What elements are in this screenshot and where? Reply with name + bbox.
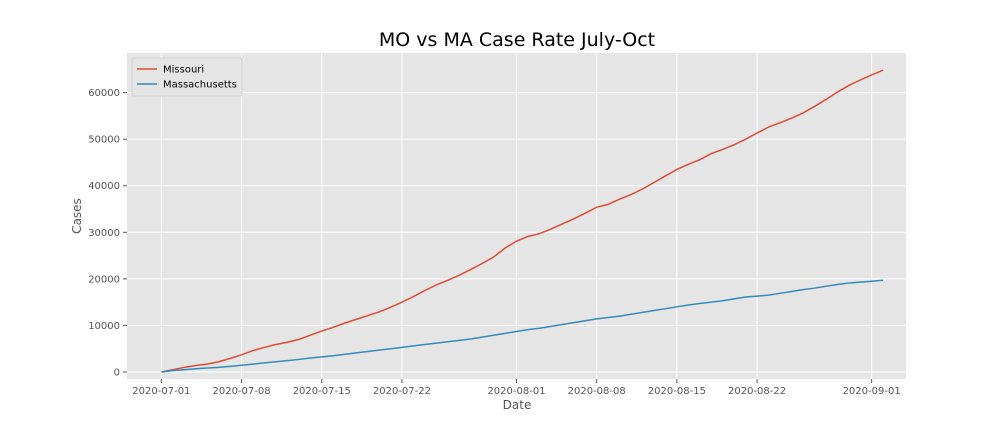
y-tick-label: 30000 xyxy=(88,228,120,239)
y-tick-label: 0 xyxy=(114,368,120,379)
legend-label-massachusetts: Massachusetts xyxy=(163,80,237,91)
y-axis-ticks: 0 10000 20000 30000 40000 50000 60000 xyxy=(88,88,127,379)
y-tick-label: 10000 xyxy=(88,321,120,332)
x-axis-ticks: 2020-07-01 2020-07-08 2020-07-15 2020-07-22… xyxy=(132,379,901,397)
y-tick-label: 60000 xyxy=(88,88,120,99)
x-tick-label: 2020-07-15 xyxy=(293,386,351,397)
y-tick-label: 40000 xyxy=(88,181,120,192)
legend-frame xyxy=(131,57,243,97)
x-tick-label: 2020-08-15 xyxy=(648,386,706,397)
y-tick-label: 20000 xyxy=(88,274,120,285)
x-tick-label: 2020-08-22 xyxy=(728,386,786,397)
y-axis-label: Cases xyxy=(70,198,84,234)
x-tick-label: 2020-07-08 xyxy=(212,386,270,397)
x-tick-label: 2020-08-01 xyxy=(487,386,545,397)
grid xyxy=(127,53,906,379)
chart-title: MO vs MA Case Rate July-Oct xyxy=(379,29,655,51)
legend-label-missouri: Missouri xyxy=(163,65,204,76)
legend: Missouri Massachusetts xyxy=(131,57,243,97)
series-lines xyxy=(161,69,884,373)
x-tick-label: 2020-08-08 xyxy=(568,386,626,397)
x-axis-label: Date xyxy=(503,398,532,412)
y-tick-label: 50000 xyxy=(88,135,120,146)
massachusetts-line xyxy=(161,279,884,373)
x-tick-label: 2020-07-22 xyxy=(373,386,431,397)
x-tick-label: 2020-09-01 xyxy=(843,386,901,397)
missouri-line xyxy=(161,69,884,373)
x-tick-label: 2020-07-01 xyxy=(132,386,190,397)
